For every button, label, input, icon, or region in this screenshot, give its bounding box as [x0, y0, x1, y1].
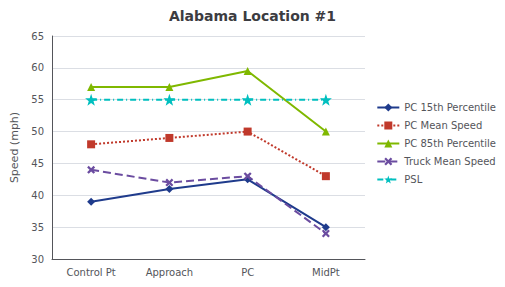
- svg-text:60: 60: [31, 62, 44, 73]
- svg-text:55: 55: [31, 94, 44, 105]
- svg-text:Approach: Approach: [146, 267, 194, 278]
- svg-text:40: 40: [31, 190, 44, 201]
- svg-text:Control Pt: Control Pt: [66, 267, 115, 278]
- svg-text:PSL: PSL: [404, 174, 422, 185]
- svg-text:PC 15th Percentile: PC 15th Percentile: [404, 102, 496, 113]
- svg-text:Truck Mean Speed: Truck Mean Speed: [403, 156, 495, 167]
- svg-text:PC: PC: [241, 267, 254, 278]
- svg-text:65: 65: [31, 31, 44, 42]
- svg-text:PC 85th Percentile: PC 85th Percentile: [404, 138, 496, 149]
- svg-text:PC Mean Speed: PC Mean Speed: [404, 120, 482, 131]
- svg-text:35: 35: [31, 222, 44, 233]
- svg-text:MidPt: MidPt: [312, 267, 340, 278]
- svg-text:Alabama Location #1: Alabama Location #1: [169, 8, 336, 24]
- svg-text:45: 45: [31, 158, 44, 169]
- svg-text:50: 50: [31, 126, 44, 137]
- svg-text:30: 30: [31, 254, 44, 265]
- svg-text:Speed (mph): Speed (mph): [8, 112, 21, 183]
